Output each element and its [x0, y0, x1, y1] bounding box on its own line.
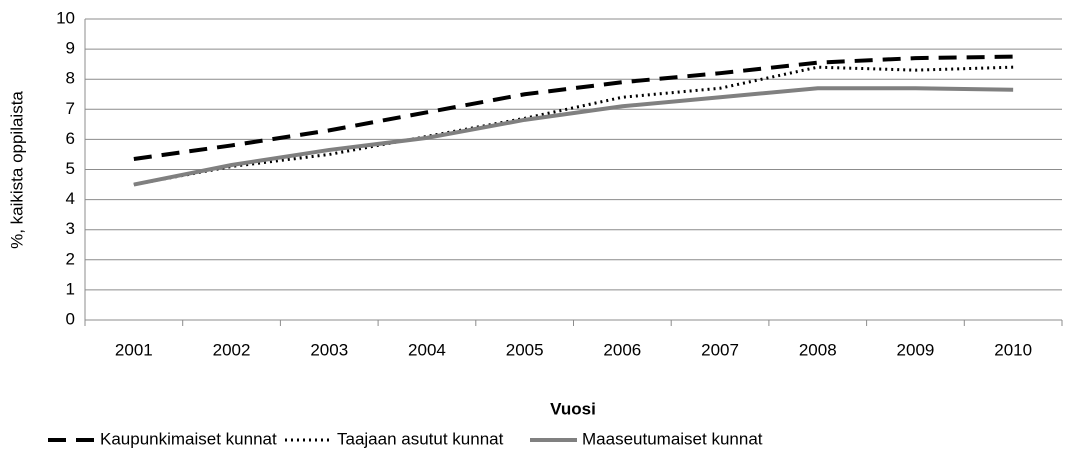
- series-line: [133, 86, 1014, 187]
- series-line: [133, 54, 1014, 161]
- x-tick-label: 2009: [897, 340, 935, 359]
- x-axis-label: Vuosi: [550, 399, 596, 418]
- legend-label: Taajaan asutut kunnat: [337, 429, 504, 448]
- y-tick-label: 4: [66, 189, 75, 208]
- y-tick-label: 9: [66, 39, 75, 58]
- y-tick-label: 7: [66, 99, 75, 118]
- x-tick-label: 2007: [701, 340, 739, 359]
- x-tick-label: 2010: [994, 340, 1032, 359]
- legend-label: Kaupunkimaiset kunnat: [100, 429, 277, 448]
- y-tick-label: 1: [66, 279, 75, 298]
- x-tick-label: 2001: [115, 340, 153, 359]
- x-tick-label: 2004: [408, 340, 446, 359]
- x-tick-label: 2003: [310, 340, 348, 359]
- x-tick-label: 2005: [506, 340, 544, 359]
- y-tick-label: 5: [66, 159, 75, 178]
- y-tick-label: 0: [66, 309, 75, 328]
- y-tick-label: 8: [66, 69, 75, 88]
- y-tick-label: 3: [66, 219, 75, 238]
- legend-label: Maaseutumaiset kunnat: [582, 429, 763, 448]
- y-tick-label: 10: [56, 8, 75, 27]
- x-tick-label: 2008: [799, 340, 837, 359]
- series-line: [133, 65, 1014, 187]
- x-tick-label: 2006: [603, 340, 641, 359]
- y-axis-label: %, kaikista oppilaista: [7, 91, 26, 249]
- x-tick-label: 2002: [213, 340, 251, 359]
- y-tick-label: 2: [66, 249, 75, 268]
- y-tick-label: 6: [66, 129, 75, 148]
